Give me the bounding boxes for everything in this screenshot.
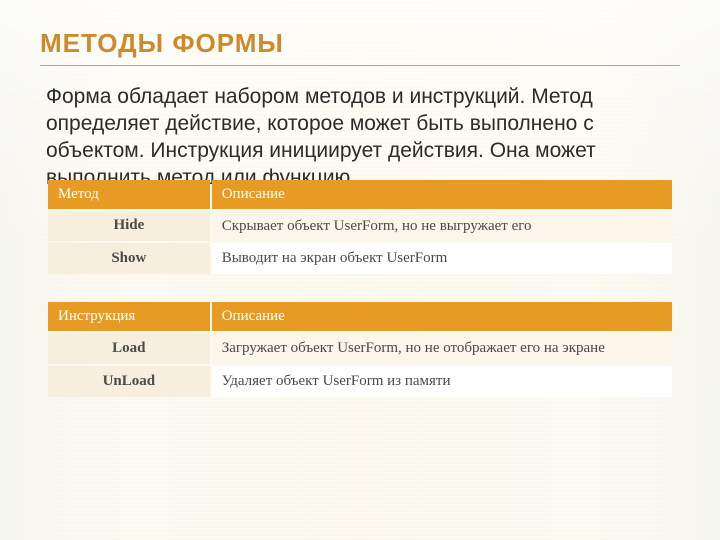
method-desc-cell: Выводит на экран объект UserForm [212, 243, 672, 274]
page-title: Методы формы [40, 28, 680, 59]
instructions-table: Инструкция Описание Load Загружает объек… [46, 300, 674, 399]
table-row: Load Загружает объект UserForm, но не от… [48, 333, 672, 364]
methods-table: Метод Описание Hide Скрывает объект User… [46, 178, 674, 277]
title-underline [40, 65, 680, 66]
slide-content: Методы формы Форма обладает набором мето… [0, 0, 720, 399]
method-desc-cell: Скрывает объект UserForm, но не выгружае… [212, 211, 672, 242]
col-header: Метод [48, 180, 210, 209]
table-row: Show Выводит на экран объект UserForm [48, 243, 672, 274]
tables-area: Метод Описание Hide Скрывает объект User… [40, 178, 680, 399]
instruction-name-cell: UnLoad [48, 366, 210, 397]
instruction-desc-cell: Удаляет объект UserForm из памяти [212, 366, 672, 397]
instruction-name-cell: Load [48, 333, 210, 364]
method-name-cell: Show [48, 243, 210, 274]
table-header-row: Инструкция Описание [48, 302, 672, 331]
col-header: Описание [212, 180, 672, 209]
table-row: UnLoad Удаляет объект UserForm из памяти [48, 366, 672, 397]
slide: Методы формы Форма обладает набором мето… [0, 0, 720, 540]
col-header: Инструкция [48, 302, 210, 331]
table-header-row: Метод Описание [48, 180, 672, 209]
table-row: Hide Скрывает объект UserForm, но не выг… [48, 211, 672, 242]
instruction-desc-cell: Загружает объект UserForm, но не отображ… [212, 333, 672, 364]
method-name-cell: Hide [48, 211, 210, 242]
col-header: Описание [212, 302, 672, 331]
intro-paragraph: Форма обладает набором методов и инструк… [46, 84, 680, 192]
table-gap [46, 276, 674, 300]
